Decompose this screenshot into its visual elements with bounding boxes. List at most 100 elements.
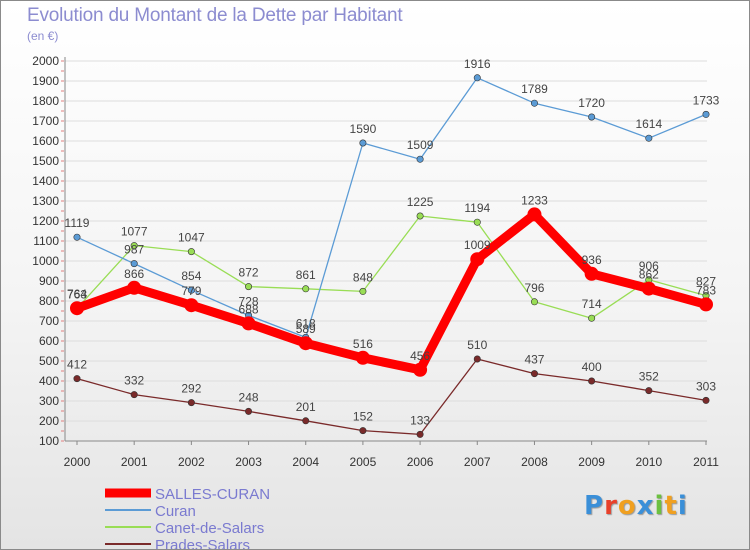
y-tick-label: 1800 bbox=[32, 94, 59, 108]
data-label: 861 bbox=[296, 268, 316, 282]
y-tick-label: 700 bbox=[39, 314, 59, 328]
legend-label: Prades-Salars bbox=[155, 537, 250, 549]
data-point bbox=[241, 316, 256, 331]
data-point bbox=[416, 212, 424, 220]
data-label: 763 bbox=[67, 287, 87, 301]
data-label: 764 bbox=[67, 287, 87, 301]
y-tick-label: 400 bbox=[39, 374, 59, 388]
y-tick-label: 1400 bbox=[32, 174, 59, 188]
x-tick-label: 2002 bbox=[178, 455, 205, 469]
data-point bbox=[130, 391, 138, 399]
x-tick-label: 2006 bbox=[407, 455, 434, 469]
y-tick-label: 800 bbox=[39, 294, 59, 308]
y-tick-label: 200 bbox=[39, 414, 59, 428]
x-tick-label: 2010 bbox=[635, 455, 662, 469]
x-tick-label: 2009 bbox=[578, 455, 605, 469]
y-tick-label: 900 bbox=[39, 274, 59, 288]
data-point bbox=[588, 113, 596, 121]
data-label: 352 bbox=[639, 370, 659, 384]
data-point bbox=[73, 375, 81, 383]
proxiti-logo: Proxiti bbox=[584, 491, 688, 521]
data-point bbox=[413, 362, 428, 377]
data-point bbox=[187, 248, 195, 256]
data-label: 292 bbox=[181, 382, 201, 396]
data-label: 248 bbox=[239, 390, 259, 404]
data-label: 987 bbox=[124, 243, 144, 257]
x-tick-label: 2008 bbox=[521, 455, 548, 469]
data-label: 400 bbox=[582, 360, 602, 374]
data-point bbox=[245, 407, 253, 415]
data-point bbox=[130, 260, 138, 268]
data-label: 516 bbox=[353, 337, 373, 351]
data-label: 827 bbox=[696, 275, 716, 289]
data-label: 1789 bbox=[521, 82, 548, 96]
data-point bbox=[530, 370, 538, 378]
data-label: 1077 bbox=[121, 225, 148, 239]
data-point bbox=[187, 399, 195, 407]
chart-title: Evolution du Montant de la Dette par Hab… bbox=[27, 5, 403, 26]
series-line bbox=[72, 209, 711, 375]
data-label: 1119 bbox=[65, 216, 90, 230]
data-point bbox=[473, 218, 481, 226]
series-line bbox=[76, 358, 707, 436]
data-label: 510 bbox=[467, 338, 487, 352]
data-label: 437 bbox=[524, 353, 544, 367]
data-point bbox=[187, 286, 195, 294]
data-label: 303 bbox=[696, 379, 716, 393]
data-label: 1916 bbox=[464, 57, 491, 71]
data-label: 1009 bbox=[464, 238, 491, 252]
y-tick-label: 1000 bbox=[32, 254, 59, 268]
data-label: 866 bbox=[124, 267, 144, 281]
data-point bbox=[699, 297, 713, 312]
data-point bbox=[470, 252, 485, 267]
y-tick-label: 100 bbox=[39, 434, 59, 448]
x-tick-label: 2005 bbox=[350, 455, 377, 469]
data-point bbox=[702, 396, 710, 404]
y-tick-label: 500 bbox=[39, 354, 59, 368]
data-point bbox=[127, 280, 142, 295]
data-label: 1614 bbox=[635, 117, 662, 131]
data-point bbox=[70, 301, 84, 316]
y-tick-label: 300 bbox=[39, 394, 59, 408]
data-point bbox=[302, 285, 310, 293]
data-point bbox=[645, 387, 653, 395]
data-label: 456 bbox=[410, 349, 430, 363]
y-tick-label: 1600 bbox=[32, 134, 59, 148]
data-label: 1509 bbox=[407, 138, 434, 152]
data-label: 412 bbox=[67, 358, 87, 372]
data-point bbox=[359, 139, 367, 147]
data-label: 1225 bbox=[407, 195, 434, 209]
x-tick-label: 2007 bbox=[464, 455, 491, 469]
data-label: 589 bbox=[296, 322, 316, 336]
y-tick-label: 2000 bbox=[32, 54, 59, 68]
data-point bbox=[73, 233, 81, 241]
data-label: 1194 bbox=[464, 201, 490, 215]
data-point bbox=[641, 281, 656, 296]
data-label: 152 bbox=[353, 410, 373, 424]
data-label: 796 bbox=[524, 281, 544, 295]
x-tick-label: 2001 bbox=[121, 455, 148, 469]
data-point bbox=[355, 350, 370, 365]
data-point bbox=[588, 314, 596, 322]
data-label: 714 bbox=[582, 297, 602, 311]
legend-label: Canet-de-Salars bbox=[155, 520, 264, 537]
data-label: 201 bbox=[296, 400, 316, 414]
data-point bbox=[245, 283, 253, 291]
y-tick-label: 1700 bbox=[32, 114, 59, 128]
x-tick-label: 2003 bbox=[235, 455, 262, 469]
data-label: 854 bbox=[181, 269, 201, 283]
data-label: 872 bbox=[239, 266, 259, 280]
data-label: 1733 bbox=[693, 93, 720, 107]
data-point bbox=[702, 110, 710, 118]
y-tick-label: 1900 bbox=[32, 74, 59, 88]
legend-label: Curan bbox=[155, 503, 196, 520]
data-point bbox=[359, 427, 367, 435]
x-tick-label: 2011 bbox=[693, 455, 719, 469]
data-point bbox=[184, 298, 199, 313]
data-point bbox=[302, 417, 310, 425]
data-label: 779 bbox=[181, 284, 201, 298]
data-label: 332 bbox=[124, 374, 144, 388]
data-label: 1233 bbox=[521, 193, 548, 207]
